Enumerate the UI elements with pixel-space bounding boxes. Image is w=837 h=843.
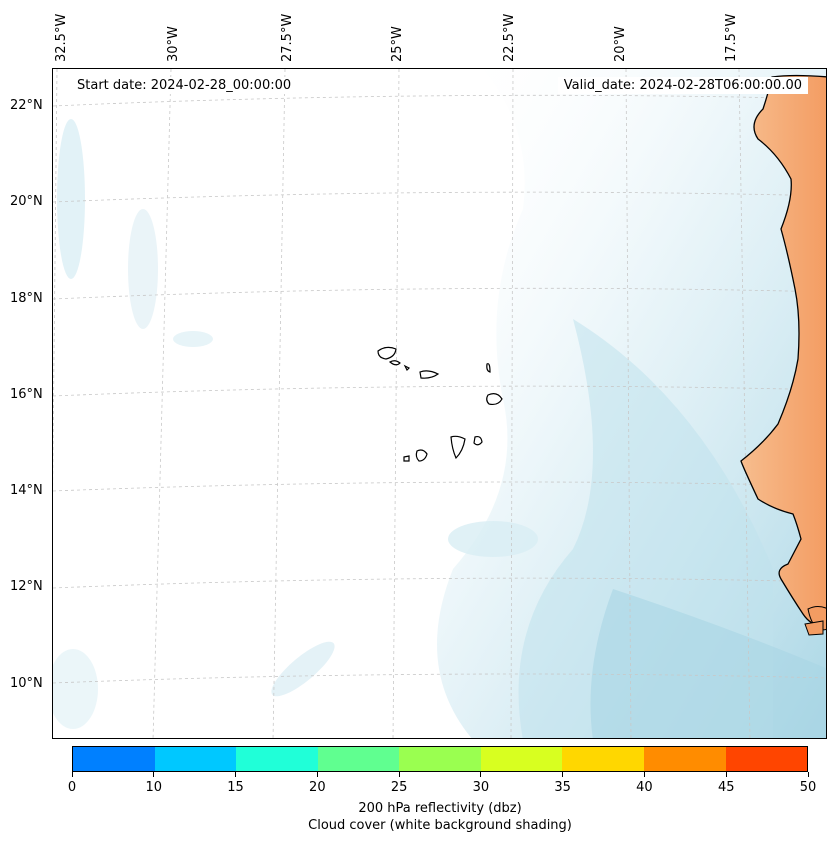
longitude-label: 32.5°W <box>54 13 69 62</box>
colorbar-tick-label: 10 <box>145 780 163 795</box>
colorbar-segment <box>317 747 400 771</box>
colorbar-segment <box>562 747 644 771</box>
colorbar-tick <box>398 772 400 777</box>
africa-landmass <box>740 74 826 636</box>
colorbar-tick <box>235 772 237 777</box>
reflectivity-colorbar <box>72 746 808 772</box>
map-canvas <box>53 69 826 738</box>
colorbar-segment <box>643 747 726 771</box>
colorbar-segment <box>154 747 237 771</box>
longitude-label: 17.5°W <box>724 13 739 62</box>
longitude-label: 22.5°W <box>502 13 517 62</box>
latitude-label: 20°N <box>10 194 43 209</box>
colorbar-tick-label: 0 <box>67 780 77 795</box>
longitude-label: 27.5°W <box>280 13 295 62</box>
latitude-label: 12°N <box>10 579 43 594</box>
valid-date-label: Valid_date: 2024-02-28T06:00:00.00 <box>557 77 808 94</box>
colorbar-tick <box>807 772 809 777</box>
colorbar-label-cloud-cover: Cloud cover (white background shading) <box>308 818 572 833</box>
colorbar-tick-label: 40 <box>636 780 653 795</box>
colorbar-tick-label: 25 <box>390 780 408 795</box>
colorbar-tick-label: 30 <box>472 780 490 795</box>
start-date-label: Start date: 2024-02-28_00:00:00 <box>71 77 298 94</box>
latitude-label: 22°N <box>10 98 43 113</box>
longitude-label: 25°W <box>390 26 405 62</box>
latitude-label: 10°N <box>10 676 43 691</box>
colorbar-tick-label: 15 <box>227 780 244 795</box>
colorbar-tick <box>725 772 727 777</box>
colorbar-segment <box>73 747 155 771</box>
cloud-cover-shading <box>53 69 826 738</box>
colorbar-tick <box>480 772 482 777</box>
map-panel: Start date: 2024-02-28_00:00:00 Valid_da… <box>52 68 827 739</box>
colorbar-tick-label: 45 <box>717 780 735 795</box>
colorbar-tick-label: 35 <box>554 780 571 795</box>
latitude-label: 18°N <box>10 291 43 306</box>
colorbar-segment <box>236 747 318 771</box>
colorbar-tick <box>153 772 155 777</box>
latitude-label: 14°N <box>10 483 43 498</box>
colorbar-tick-label: 20 <box>309 780 326 795</box>
cape-verde-islands <box>377 346 503 462</box>
graticule <box>53 69 826 738</box>
colorbar-label-reflectivity: 200 hPa reflectivity (dbz) <box>358 801 522 816</box>
longitude-label: 20°W <box>613 26 628 62</box>
colorbar-tick <box>71 772 73 777</box>
latitude-label: 16°N <box>10 387 43 402</box>
colorbar-tick-label: 50 <box>799 780 817 795</box>
colorbar-segment <box>480 747 563 771</box>
colorbar-tick <box>643 772 645 777</box>
colorbar-segment <box>399 747 481 771</box>
colorbar-tick <box>316 772 318 777</box>
colorbar-tick <box>562 772 564 777</box>
longitude-label: 30°W <box>166 26 181 62</box>
colorbar-segment <box>725 747 808 771</box>
